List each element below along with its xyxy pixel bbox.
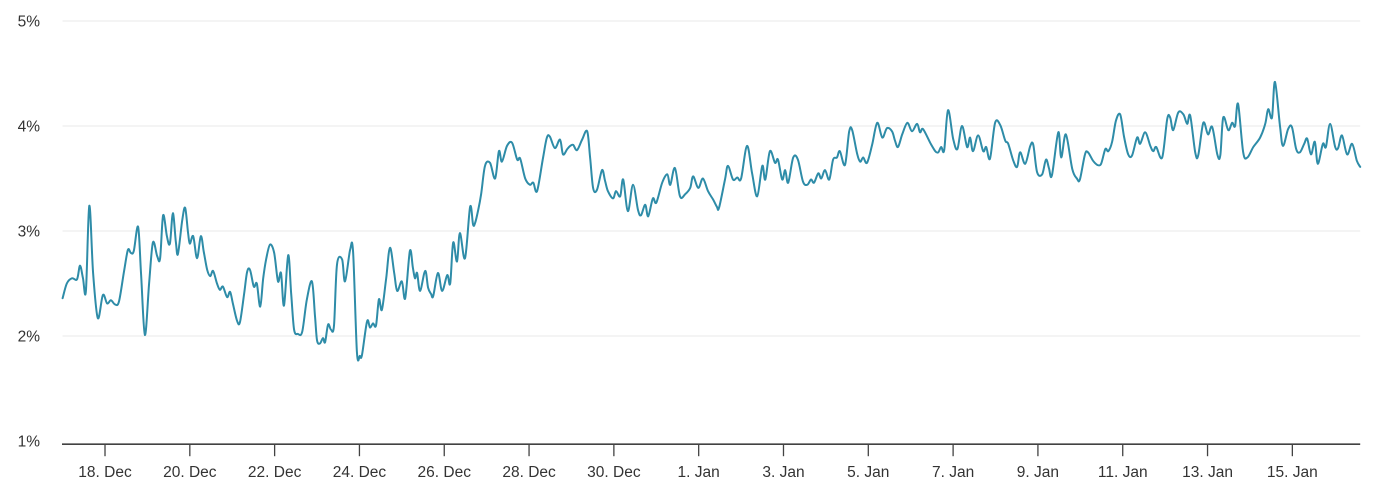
y-axis-label: 3% (18, 224, 41, 241)
x-axis-label: 22. Dec (248, 464, 302, 481)
x-axis-label: 13. Jan (1182, 464, 1233, 481)
y-axis-label: 2% (18, 329, 41, 346)
x-axis-label: 15. Jan (1267, 464, 1318, 481)
x-axis-label: 3. Jan (762, 464, 804, 481)
x-axis-label: 18. Dec (78, 464, 132, 481)
x-axis-label: 1. Jan (678, 464, 720, 481)
x-axis-label: 28. Dec (502, 464, 556, 481)
x-axis-label: 26. Dec (418, 464, 472, 481)
series-line-percent-rate[interactable] (61, 80, 1362, 362)
x-axis-label: 9. Jan (1017, 464, 1059, 481)
x-axis-label: 30. Dec (587, 464, 641, 481)
x-axis-label: 24. Dec (333, 464, 387, 481)
x-axis-label: 7. Jan (932, 464, 974, 481)
x-axis-label: 20. Dec (163, 464, 217, 481)
x-axis-label: 5. Jan (847, 464, 889, 481)
y-axis-label: 5% (18, 14, 41, 31)
y-axis-label: 4% (18, 119, 41, 136)
x-axis-label: 11. Jan (1098, 464, 1148, 481)
y-axis-label: 1% (18, 434, 41, 451)
